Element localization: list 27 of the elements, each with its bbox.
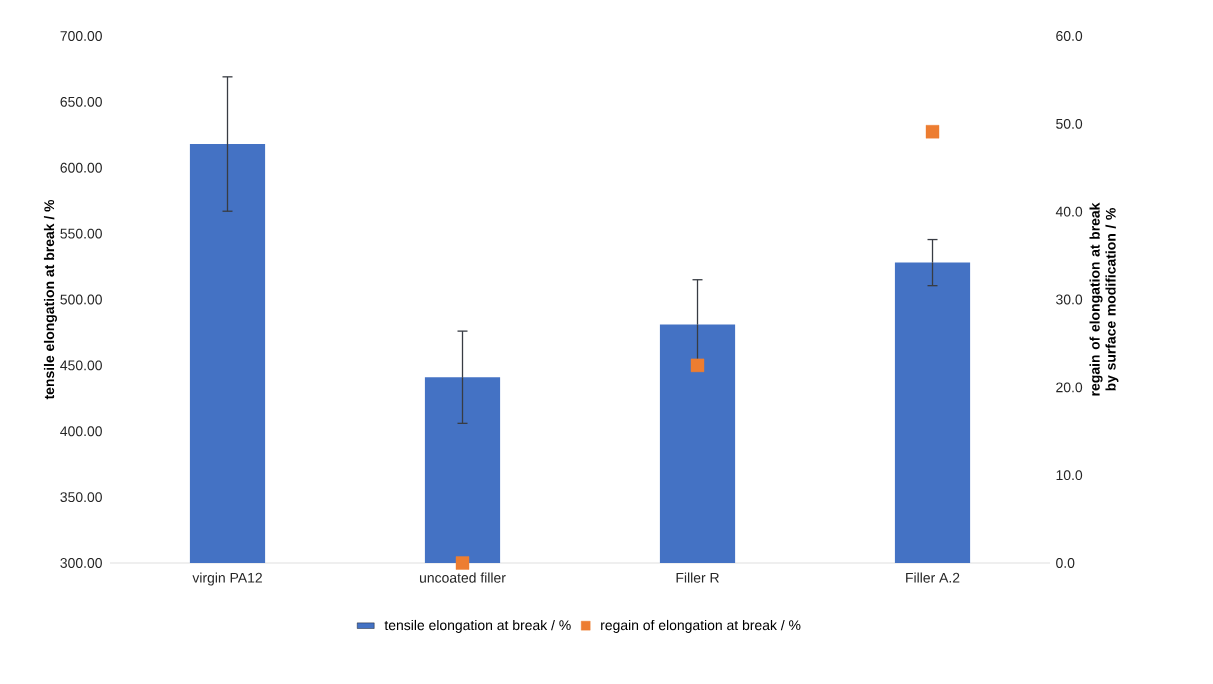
y-tick-label: 700.00 <box>60 31 102 41</box>
legend-label: regain of elongation at break / % <box>601 619 801 633</box>
y2-axis-title: regain of elongation at break by surface modification / % <box>1089 202 1119 396</box>
y-tick-label: 450.00 <box>60 360 102 371</box>
point <box>925 125 940 139</box>
x-tick-label: Filler A.2 <box>906 572 960 583</box>
y-tick-label: 600.00 <box>60 162 102 173</box>
legend-label: tensile elongation at break / % <box>384 619 571 633</box>
x-tick-label: virgin PA12 <box>192 572 262 586</box>
point <box>455 556 470 570</box>
y-tick-label: 300.00 <box>60 558 102 568</box>
y-tick-label: 400.00 <box>60 426 102 437</box>
point <box>690 358 705 373</box>
y-axis-title: tensile elongation at break / % <box>43 199 57 400</box>
x-tick-label: uncoated filler <box>419 572 506 583</box>
y-tick-label: 500.00 <box>60 294 102 305</box>
x-tick-label: Filler R <box>676 572 719 583</box>
y-tick-label: 550.00 <box>60 228 102 239</box>
y-tick-label: 350.00 <box>60 492 102 503</box>
y2-tick-label: 20.0 <box>1056 382 1083 393</box>
y2-tick-label: 10.0 <box>1056 470 1083 481</box>
y2-tick-label: 60.0 <box>1056 31 1083 41</box>
y2-tick-label: 30.0 <box>1056 294 1083 305</box>
y-tick-label: 650.00 <box>60 96 102 107</box>
y2-tick-label: 0.0 <box>1056 558 1075 568</box>
y2-tick-label: 50.0 <box>1056 118 1083 129</box>
y2-tick-label: 40.0 <box>1055 206 1083 217</box>
